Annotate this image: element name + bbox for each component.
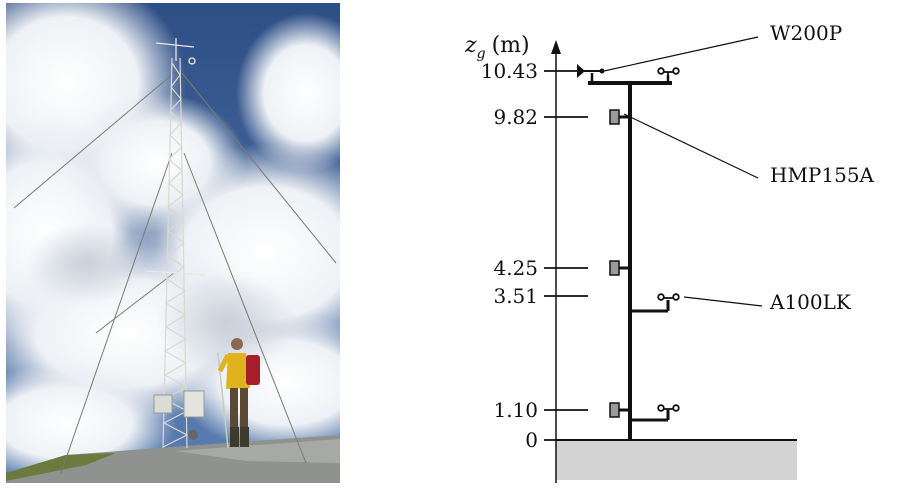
z-axis-arrow [551,40,561,54]
wind-vane-w200p-symbol [577,64,605,78]
anemometer-mid-symbol [657,293,680,301]
anemometer-top-symbol [657,67,680,78]
mast-photo [6,3,340,483]
label-hmp155a: HMP155A [770,163,875,187]
height-labels: 10.43 9.82 4.25 3.51 1.10 0 [481,59,538,452]
mast-schematic-svg: zg (m) 10.43 9.82 4.25 3.51 1.10 0 [464,21,875,483]
mast-top-instruments [145,38,207,276]
anemometer-low-symbol [657,404,680,412]
label-a100lk: A100LK [769,290,852,314]
height-label-0: 0 [525,428,538,452]
sensor-box-4-25 [609,260,630,276]
label-w200p: W200P [770,21,842,45]
height-label-4-25: 4.25 [493,256,538,280]
anemometer-arm-1-10 [630,410,670,422]
sensor-box-9-82 [609,109,630,125]
height-ticks [544,70,588,441]
lattice-mast [162,57,189,449]
guy-wires [13,72,337,474]
height-label-10-43: 10.43 [481,59,538,83]
leader-a100lk [683,296,763,307]
height-label-9-82: 9.82 [493,105,538,129]
axis-label: zg (m) [464,33,530,62]
leader-hmp155a [623,113,759,179]
ground-block [556,440,797,480]
clouds [6,3,340,483]
sensor-box-1-10 [609,402,630,418]
logger-box [183,390,205,418]
person [217,338,260,449]
height-label-3-51: 3.51 [493,284,538,308]
mast-schematic: zg (m) 10.43 9.82 4.25 3.51 1.10 0 [440,0,898,486]
mast-photo-illustration [6,3,340,483]
anemometer-arm-3-51 [630,300,670,313]
leader-w200p [603,36,759,72]
height-label-1-10: 1.10 [493,398,538,422]
